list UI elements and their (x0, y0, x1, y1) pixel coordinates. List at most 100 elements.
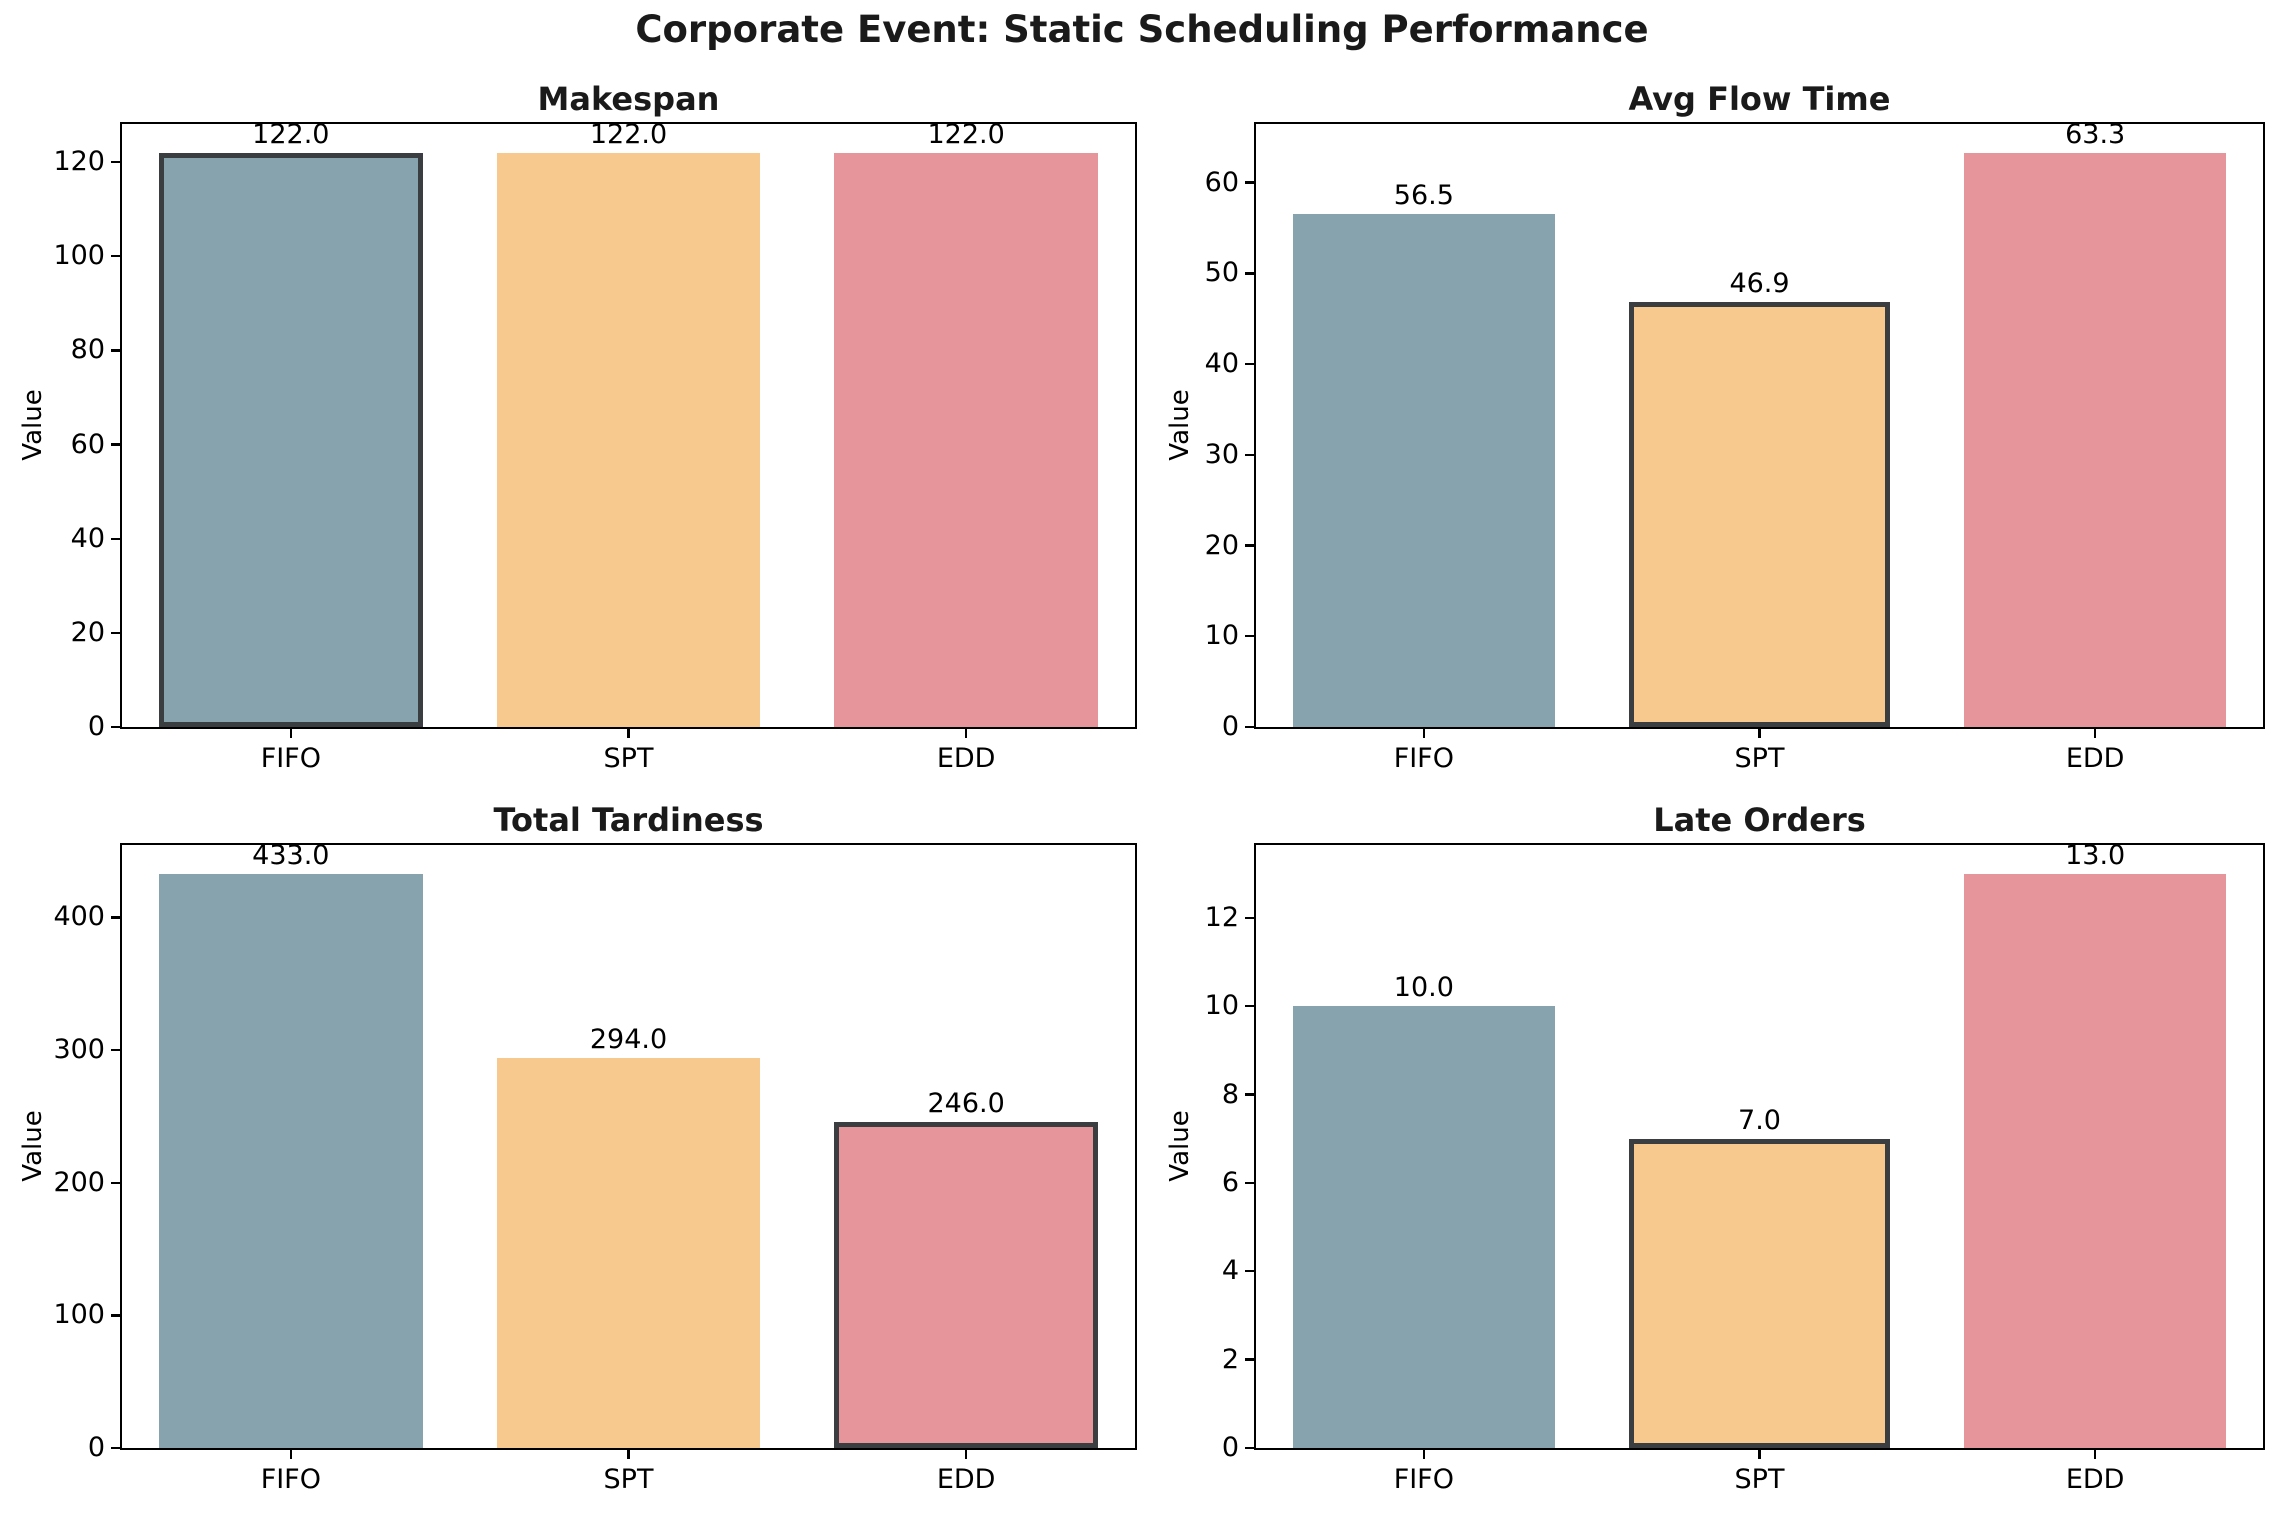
bar-value-label: 46.9 (1729, 267, 1790, 299)
y-tick-label: 10 (1204, 620, 1239, 652)
y-tick-label: 50 (1204, 257, 1239, 289)
x-tick-label: EDD (936, 743, 996, 774)
figure-title: Corporate Event: Static Scheduling Perfo… (635, 8, 1649, 51)
y-tick (111, 1314, 120, 1317)
x-tick (289, 729, 293, 738)
bar-spt (1628, 301, 1891, 727)
y-tick-label: 20 (70, 616, 105, 648)
y-tick (1245, 1446, 1254, 1450)
y-tick (1245, 272, 1254, 275)
y-tick-label: 300 (53, 1034, 105, 1066)
y-tick-label: 400 (53, 901, 105, 933)
bar-spt (496, 1058, 761, 1448)
y-tick-label: 60 (70, 428, 105, 460)
bar-value-label: 122.0 (589, 118, 668, 150)
x-tick-label: EDD (936, 1464, 996, 1495)
plot-area: 0 100 200 300 400 433.0 FIFO 294.0 SPT 246.0 EDD (53, 839, 1137, 1495)
subplot-title: Avg Flow Time (1628, 80, 1891, 118)
y-tick-label: 100 (53, 1299, 105, 1331)
y-tick (111, 725, 120, 729)
y-tick (1245, 635, 1254, 638)
bar-value-label: 7.0 (1738, 1104, 1781, 1136)
y-tick (1245, 1181, 1254, 1185)
x-tick-label: SPT (603, 1464, 654, 1495)
y-tick (1245, 362, 1254, 366)
y-tick (111, 255, 120, 258)
bar-edd (1964, 152, 2227, 727)
y-axis-label: Value (18, 389, 48, 461)
y-tick-label: 2 (1221, 1343, 1239, 1375)
subplot-title: Makespan (537, 80, 720, 118)
x-tick (1758, 1450, 1761, 1459)
y-tick (111, 349, 120, 352)
y-tick (111, 1048, 120, 1052)
bar-fifo (159, 152, 423, 727)
bar-edd (1964, 873, 2227, 1448)
y-tick (111, 1446, 120, 1450)
x-tick-label: EDD (2065, 1464, 2125, 1495)
plot-area: 0 2 4 6 8 10 12 10.0 FIFO 7.0 SPT 13.0 EDD (1205, 839, 2265, 1495)
plot-area: 0 20 40 60 80 100 120 122.0 FIFO 122.0 SPT 122.0 EDD (53, 118, 1137, 774)
y-tick (1245, 1005, 1254, 1008)
y-tick-label: 30 (1204, 438, 1239, 470)
x-tick (627, 1450, 630, 1459)
plot-area: 0 10 20 30 40 50 60 56.5 FIFO 46.9 SPT 63.3 EDD (1205, 119, 2265, 774)
y-tick-label: 6 (1221, 1166, 1239, 1198)
bar-value-label: 13.0 (2065, 839, 2126, 871)
x-tick-label: FIFO (1393, 1464, 1454, 1495)
bar-value-label: 122.0 (252, 118, 330, 150)
x-tick-label: SPT (1734, 1464, 1785, 1495)
y-tick-label: 40 (70, 522, 105, 554)
x-tick (1422, 729, 1426, 738)
y-tick-label: 120 (53, 146, 105, 178)
x-tick (627, 729, 630, 738)
y-tick (1245, 1093, 1254, 1096)
bar-value-label: 294.0 (589, 1024, 668, 1056)
y-tick-label: 80 (70, 334, 105, 366)
y-tick (111, 160, 120, 164)
y-tick (1245, 181, 1254, 184)
y-tick (1245, 916, 1254, 920)
bar-fifo (1292, 1006, 1555, 1448)
y-tick-label: 60 (1204, 166, 1239, 198)
x-tick-label: EDD (2065, 743, 2125, 774)
y-tick-label: 100 (53, 240, 105, 272)
y-tick (1245, 544, 1254, 547)
bar-value-label: 246.0 (927, 1087, 1005, 1119)
y-tick (1245, 453, 1254, 457)
x-tick-label: FIFO (260, 1464, 321, 1495)
bar-fifo (1292, 214, 1555, 727)
y-tick-label: 4 (1221, 1255, 1239, 1287)
y-tick-label: 200 (53, 1166, 105, 1198)
bar-value-label: 10.0 (1393, 972, 1454, 1004)
y-tick (111, 631, 120, 635)
y-tick-label: 0 (87, 711, 105, 742)
x-tick-label: SPT (1734, 743, 1785, 774)
bar-edd (834, 1121, 1098, 1448)
y-tick (1245, 1358, 1254, 1361)
bar-fifo (159, 873, 423, 1448)
bar-value-label: 122.0 (927, 118, 1005, 150)
y-tick-label: 40 (1204, 348, 1239, 380)
x-tick (1422, 1450, 1426, 1459)
x-tick (964, 729, 968, 738)
x-tick-label: FIFO (1393, 743, 1454, 774)
x-tick (964, 1450, 968, 1459)
subplot-title: Total Tardiness (493, 801, 764, 839)
y-tick-label: 10 (1204, 990, 1239, 1022)
subplot-title: Late Orders (1653, 801, 1866, 839)
bar-spt (496, 152, 761, 727)
y-tick-label: 0 (1221, 711, 1239, 742)
y-tick (111, 443, 120, 446)
bar-value-label: 433.0 (252, 839, 330, 871)
y-tick-label: 0 (87, 1432, 105, 1463)
y-tick (111, 1181, 120, 1184)
x-tick (2093, 1450, 2097, 1459)
bar-value-label: 56.5 (1393, 180, 1454, 212)
y-tick-label: 8 (1221, 1078, 1239, 1110)
x-tick (1758, 729, 1761, 738)
y-tick-label: 12 (1204, 901, 1239, 933)
y-tick (1245, 725, 1254, 729)
bar-edd (834, 152, 1098, 727)
